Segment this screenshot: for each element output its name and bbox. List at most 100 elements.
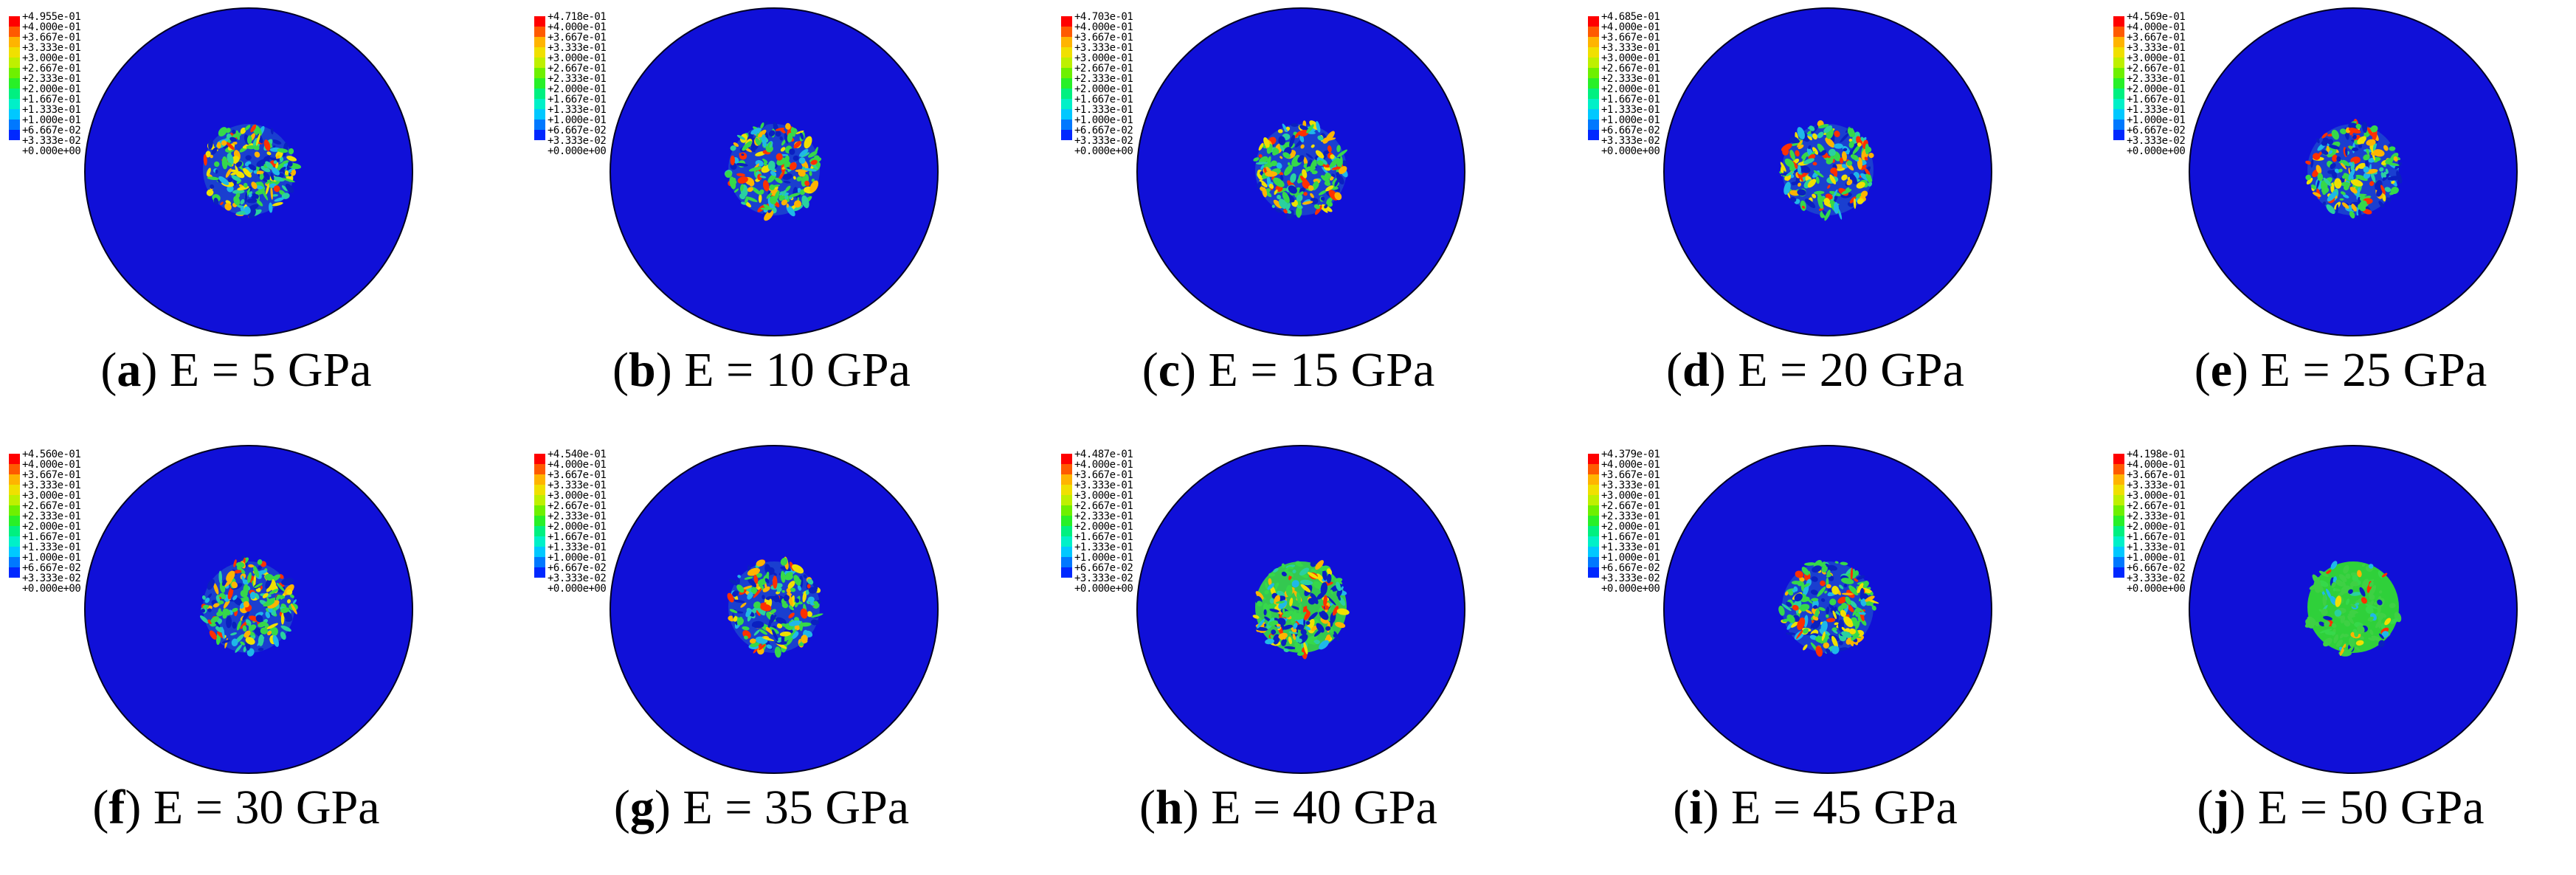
panel-caption-text: E = 10 GPa [671,343,911,397]
damage-zone [1253,120,1348,220]
legend-swatch [1588,505,1599,516]
legend-max-value: +4.198e-01 [2127,449,2186,460]
legend-swatch [1061,78,1072,89]
legend-swatch [2113,474,2124,485]
legend-value: +2.333e-01 [548,511,607,522]
legend-swatch [2113,464,2124,474]
legend-swatch [9,547,20,557]
damage-zone [1779,120,1874,221]
panel-caption: (j) E = 50 GPa [2197,781,2485,834]
legend-value: +1.000e-01 [22,552,81,564]
legend-value: +4.000e-01 [1601,459,1660,471]
legend-value: +3.667e-01 [548,32,607,44]
legend-value: +1.333e-01 [1074,542,1133,553]
legend-swatch [1588,485,1599,495]
panel-letter: b [629,343,656,397]
legend-swatch [534,68,545,78]
legend-swatch [534,557,545,567]
legend-labels: +4.569e-01 +4.000e-01 +3.667e-01 +3.333e-01… [2127,12,2186,156]
legend-swatch [2113,68,2124,78]
legend-swatch [534,505,545,516]
legend-value: +6.667e-02 [548,125,607,136]
legend-value: +3.333e-01 [1601,480,1660,491]
legend-value: +4.000e-01 [1074,21,1133,33]
legend-color-bar [2113,454,2124,578]
legend-swatch [534,526,545,536]
legend-swatch [9,454,20,464]
legend-value: +2.000e-01 [1601,521,1660,533]
damage-zone [199,555,298,657]
legend-color-bar [1588,454,1599,578]
legend-swatch [9,120,20,130]
legend-swatch [534,485,545,495]
legend-value: +3.333e-02 [2127,135,2186,147]
panel-letter: d [1682,343,1710,397]
legend-swatch [1588,516,1599,526]
legend-swatch [534,495,545,505]
legend-value: +0.000e+00 [548,145,607,157]
legend-color-bar [9,454,20,578]
legend-max-value: +4.685e-01 [1601,11,1660,23]
panel-caption: (e) E = 25 GPa [2194,343,2487,397]
legend-value: +4.000e-01 [2127,459,2186,471]
legend-value: +3.333e-01 [1074,480,1133,491]
legend-swatch [534,536,545,547]
damage-zone [2305,119,2403,219]
legend-value: +2.333e-01 [22,511,81,522]
legend-value: +0.000e+00 [1074,583,1133,595]
legend-swatch [534,16,545,27]
legend-value: +1.667e-01 [22,531,81,543]
contour-disk [610,7,939,336]
legend-value: +2.000e-01 [2127,521,2186,533]
legend-swatch [1061,37,1072,47]
legend-value: +2.000e-01 [22,83,81,95]
legend-swatch [1588,37,1599,47]
panel-i: +4.379e-01 +4.000e-01 +3.667e-01 +3.333e-01… [1579,438,2051,875]
legend-value: +3.333e-02 [2127,573,2186,584]
panel-caption: (c) E = 15 GPa [1142,343,1435,397]
legend-value: +4.000e-01 [1074,459,1133,471]
legend-value: +2.333e-01 [2127,73,2186,85]
legend-swatch [1061,89,1072,99]
legend-swatch [1061,454,1072,464]
legend-swatch [2113,505,2124,516]
panel-caption-text: E = 30 GPa [141,781,380,834]
legend-swatch [9,567,20,578]
legend-swatch [1588,109,1599,120]
damage-zone [203,124,302,219]
damage-zone [727,556,823,658]
legend-value: +3.333e-01 [22,42,81,54]
panel-letter: a [117,343,142,397]
legend-swatch [1061,567,1072,578]
legend-value: +3.000e-01 [1074,490,1133,502]
legend-swatch [2113,47,2124,58]
legend-swatch [2113,495,2124,505]
legend-value: +3.000e-01 [2127,52,2186,64]
legend-value: +1.000e-01 [22,114,81,126]
panel-caption: (i) E = 45 GPa [1673,781,1958,834]
legend-swatch [9,464,20,474]
legend-value: +0.000e+00 [1601,583,1660,595]
legend-swatch [1061,464,1072,474]
legend-value: +1.333e-01 [548,104,607,116]
legend-value: +6.667e-02 [1601,562,1660,574]
legend-max-value: +4.540e-01 [548,449,607,460]
legend-value: +1.000e-01 [1601,552,1660,564]
legend-swatch [1061,68,1072,78]
legend-value: +1.667e-01 [1601,94,1660,106]
panel-b: +4.718e-01 +4.000e-01 +3.667e-01 +3.333e-01… [525,0,998,438]
legend-swatch [1588,68,1599,78]
legend-swatch [534,99,545,109]
legend-value: +6.667e-02 [1601,125,1660,136]
legend-value: +3.333e-02 [1074,135,1133,147]
legend-value: +2.000e-01 [1601,83,1660,95]
legend-swatch [9,536,20,547]
legend-value: +3.667e-01 [2127,469,2186,481]
legend-value: +3.000e-01 [1074,52,1133,64]
legend-value: +2.667e-01 [1074,63,1133,75]
legend-value: +2.000e-01 [548,83,607,95]
legend-value: +1.667e-01 [22,94,81,106]
panel-letter: g [629,781,655,834]
contour-disk [2189,445,2518,774]
legend-swatch [534,47,545,58]
